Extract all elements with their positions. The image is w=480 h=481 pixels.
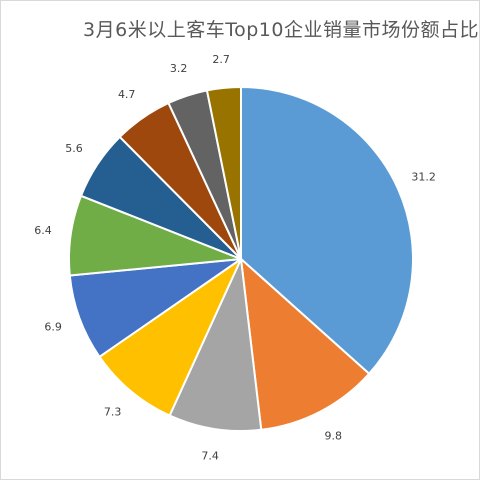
slice-data-label-5: 6.9: [44, 321, 62, 334]
pie-slice-3: [168, 258, 263, 432]
slice-data-label-4: 7.3: [104, 405, 122, 418]
pie-slice-2: [240, 258, 371, 431]
slice-data-label-2: 9.8: [324, 429, 342, 442]
pie-slice-10: [205, 86, 242, 260]
chart-title: 3月6米以上客车Top10企业销量市场份额占比: [83, 19, 479, 41]
slice-data-label-7: 5.6: [65, 142, 83, 155]
slice-data-label-8: 4.7: [118, 88, 136, 101]
slice-data-label-9: 3.2: [170, 62, 188, 75]
pie-slice-1: [240, 86, 414, 375]
pie-slice-4: [98, 258, 242, 417]
slice-data-label-3: 7.4: [201, 450, 219, 463]
slice-data-label-10: 2.7: [212, 53, 230, 66]
slice-data-label-1: 31.2: [411, 170, 436, 183]
slice-data-label-6: 6.4: [34, 224, 52, 237]
pie-slice-5: [68, 258, 242, 358]
